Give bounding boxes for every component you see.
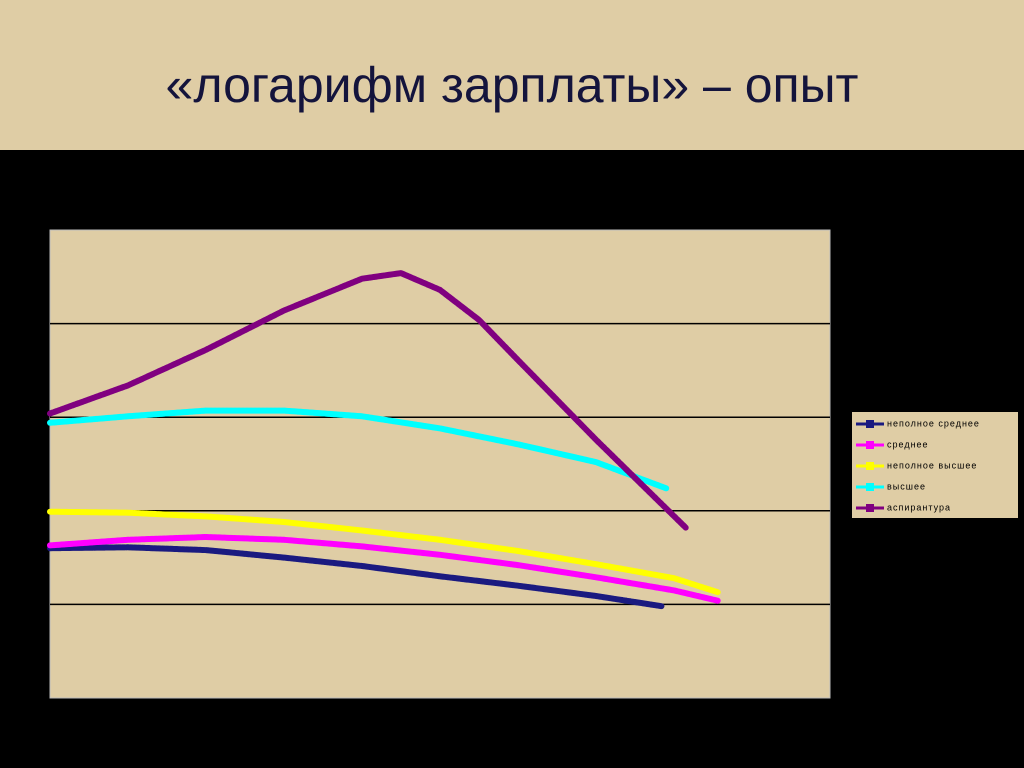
legend-marker [866,483,874,491]
legend-marker [866,504,874,512]
slide-title: «логарифм зарплаты» – опыт [166,57,859,113]
legend-label: высшее [887,481,926,491]
legend-label: среднее [887,439,929,449]
legend-label: аспирантура [887,502,951,512]
title-band [0,0,1024,150]
legend-marker [866,462,874,470]
series-line [47,534,721,604]
plot-area [49,229,831,699]
series-line [47,407,670,492]
legend-marker [866,441,874,449]
legend-label: неполное высшее [887,460,977,470]
series-line [47,270,689,531]
series-line [47,544,666,610]
legend-label: неполное среднее [887,418,980,428]
series-line [47,508,721,596]
legend-marker [866,420,874,428]
